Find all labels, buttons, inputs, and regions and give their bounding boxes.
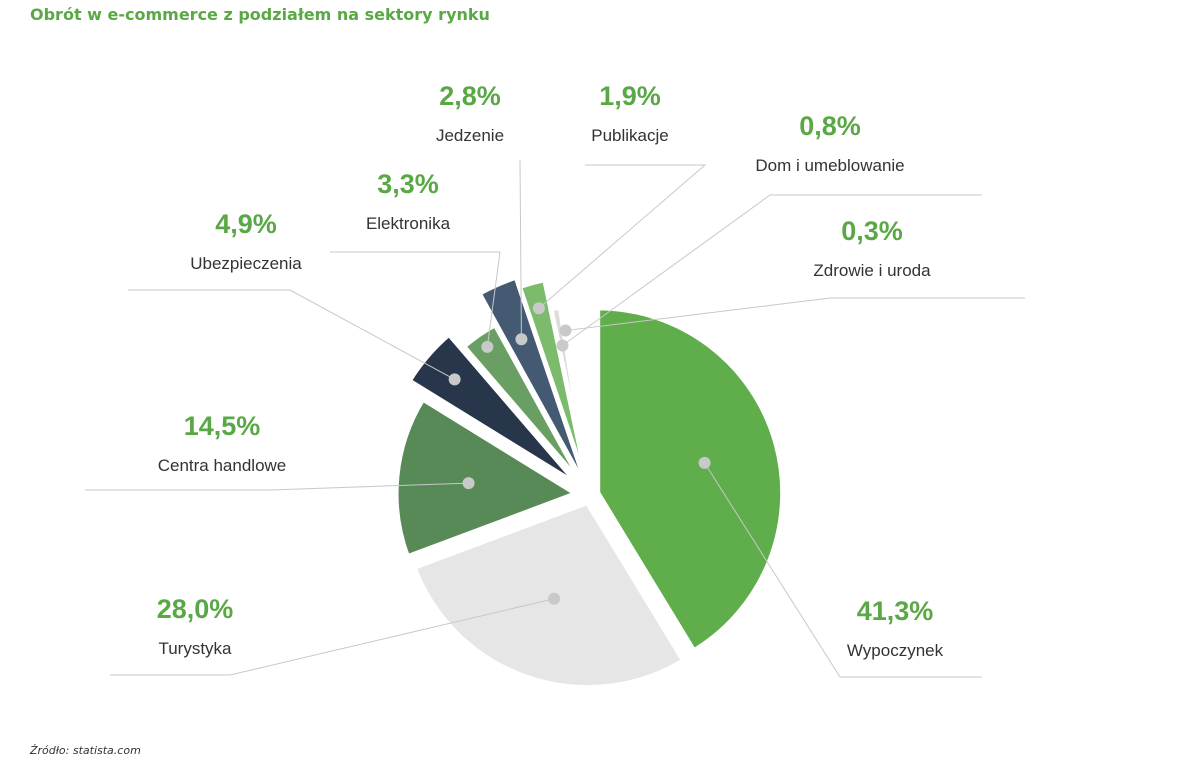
slice-category-label: Dom i umeblowanie xyxy=(755,156,904,175)
slice-value-label: 0,8% xyxy=(799,111,861,141)
slice-category-label: Zdrowie i uroda xyxy=(813,261,931,280)
pie-slices xyxy=(393,273,786,691)
slice-marker xyxy=(532,302,545,315)
slice-marker xyxy=(462,477,475,490)
leader-line xyxy=(704,462,982,678)
slice-category-label: Jedzenie xyxy=(436,126,504,145)
slice-markers xyxy=(448,302,711,605)
slice-marker xyxy=(448,373,461,386)
leader-line xyxy=(128,289,455,380)
leader-lines xyxy=(85,159,1025,678)
leader-line xyxy=(85,482,469,491)
pie-slice xyxy=(393,395,582,560)
slice-labels: 41,3% Wypoczynek 28,0% Turystyka 14,5% Centra… xyxy=(157,81,944,660)
slice-value-label: 28,0% xyxy=(157,594,234,624)
leader-line xyxy=(538,164,707,309)
slice-marker xyxy=(548,592,561,605)
slice-value-label: 4,9% xyxy=(215,209,277,239)
slice-marker xyxy=(515,333,528,346)
slice-value-label: 14,5% xyxy=(184,411,261,441)
pie-slice xyxy=(405,330,582,489)
slice-marker xyxy=(481,340,494,353)
slice-category-label: Wypoczynek xyxy=(847,641,944,660)
slice-category-label: Ubezpieczenia xyxy=(190,254,302,273)
slice-value-label: 0,3% xyxy=(841,216,903,246)
slice-category-label: Centra handlowe xyxy=(158,456,287,475)
slice-value-label: 1,9% xyxy=(599,81,661,111)
leader-line xyxy=(565,297,1025,332)
leader-line xyxy=(562,194,982,346)
pie-slice xyxy=(410,499,687,691)
pie-slice xyxy=(516,276,593,496)
slice-category-label: Elektronika xyxy=(366,214,451,233)
leader-line xyxy=(519,159,522,340)
chart-title: Obrót w e-commerce z podziałem na sektor… xyxy=(30,5,490,24)
leader-line xyxy=(330,251,501,347)
slice-category-label: Publikacje xyxy=(591,126,669,145)
slice-value-label: 41,3% xyxy=(857,596,934,626)
slice-value-label: 2,8% xyxy=(439,81,501,111)
leader-line xyxy=(110,598,555,676)
slice-category-label: Turystyka xyxy=(158,639,232,658)
pie-slice xyxy=(475,273,593,497)
pie-slice xyxy=(559,318,593,496)
slice-marker xyxy=(559,324,572,337)
slice-marker xyxy=(556,339,569,352)
source-note: Źródło: statista.com xyxy=(30,744,141,757)
slice-value-label: 3,3% xyxy=(377,169,439,199)
slice-marker xyxy=(698,456,711,469)
